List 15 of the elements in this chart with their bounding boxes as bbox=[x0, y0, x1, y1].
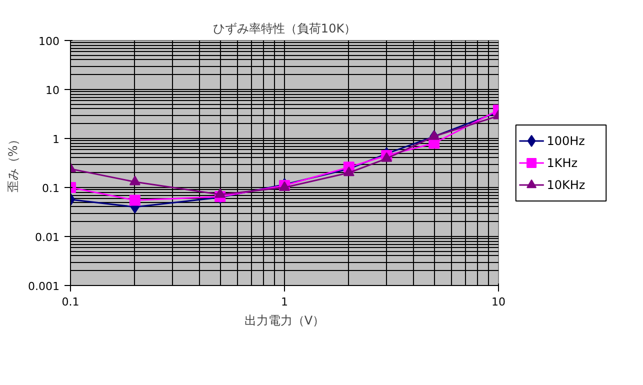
y-tick-label: 100 bbox=[38, 35, 60, 48]
y-tick-label: 0.001 bbox=[28, 280, 60, 293]
legend-label: 100Hz bbox=[546, 134, 585, 148]
x-tick-label: 1 bbox=[281, 296, 288, 308]
y-tick-label: 10 bbox=[46, 84, 60, 97]
legend-label: 1KHz bbox=[546, 156, 578, 170]
y-tick-label: 1 bbox=[52, 133, 60, 146]
y-tick-label: 0.1 bbox=[42, 182, 60, 195]
x-axis-title: 出力電力（V） bbox=[244, 314, 325, 328]
y-axis-title: 歪み（%） bbox=[6, 133, 20, 193]
legend-label: 10KHz bbox=[546, 178, 586, 192]
x-tick-label: 0.1 bbox=[62, 296, 80, 308]
x-tick-label: 10 bbox=[492, 296, 506, 308]
chart-title: ひずみ率特性（負荷10K） bbox=[212, 22, 356, 36]
y-tick-label: 0.01 bbox=[35, 231, 60, 244]
